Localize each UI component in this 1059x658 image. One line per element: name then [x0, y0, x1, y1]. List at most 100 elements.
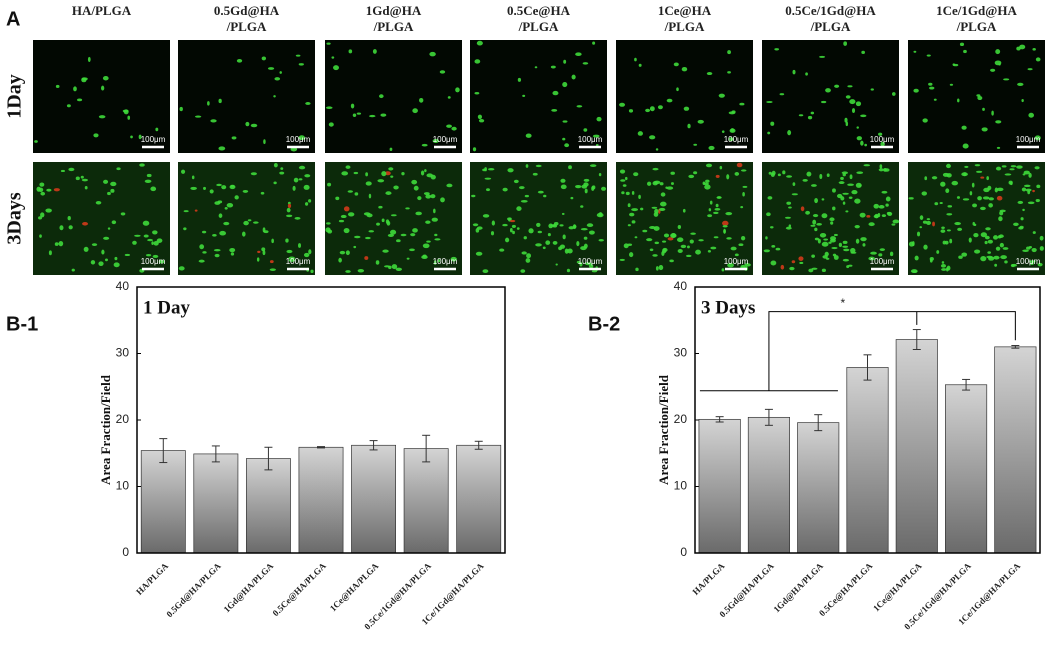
cell: [40, 212, 45, 218]
cell: [921, 191, 928, 196]
cell: [586, 223, 594, 228]
cell: [595, 144, 599, 147]
cell: [819, 55, 826, 58]
cell: [562, 81, 568, 88]
cell: [194, 209, 198, 212]
cell: [620, 179, 626, 182]
cell: [269, 268, 276, 271]
cell: [559, 244, 566, 249]
cell: [151, 241, 154, 245]
cell: [38, 187, 44, 192]
cell: [183, 227, 187, 231]
cell: [522, 94, 526, 98]
cell: [939, 201, 943, 205]
cell: [1027, 201, 1035, 205]
cell: [525, 133, 532, 138]
cell: [936, 250, 940, 254]
y-tick-label: 30: [116, 346, 130, 360]
y-axis-label: Area Fraction/Field: [656, 374, 671, 485]
cell: [183, 210, 189, 213]
cell: [984, 240, 988, 245]
cell: [223, 221, 230, 226]
cell: [425, 194, 432, 199]
cell: [451, 126, 457, 131]
cell: [649, 106, 655, 112]
cell: [340, 214, 347, 219]
cell: [879, 164, 883, 169]
cell: [391, 264, 398, 270]
cell: [844, 117, 848, 123]
cell: [48, 250, 52, 256]
scale-bar-label: 100μm: [1016, 257, 1041, 266]
cell: [477, 114, 483, 120]
cell: [980, 256, 987, 262]
y-tick-label: 40: [116, 279, 130, 293]
cell: [864, 143, 868, 147]
cell: [1024, 184, 1031, 188]
cell: [567, 248, 573, 254]
cell: [475, 251, 483, 256]
cell: [472, 223, 479, 227]
cell: [181, 169, 186, 174]
plot-frame: [694, 286, 1041, 554]
cell: [331, 56, 335, 59]
cell: [110, 181, 117, 187]
cell: [933, 98, 937, 101]
error-bar: [317, 446, 325, 449]
cell: [217, 200, 223, 204]
bar: [747, 416, 790, 554]
cell: [524, 194, 529, 198]
cell: [808, 268, 814, 273]
cell: [817, 238, 821, 244]
cell: [486, 188, 491, 192]
cell: [90, 260, 96, 265]
cell: [455, 87, 460, 93]
cell: [341, 171, 349, 176]
cell: [212, 233, 217, 237]
y-tick-label: 40: [674, 279, 688, 293]
cell: [685, 254, 692, 258]
cell: [207, 101, 210, 106]
cell: [1030, 261, 1034, 265]
cell: [304, 174, 311, 178]
cell: [812, 219, 817, 225]
cell: [919, 226, 923, 229]
cell: [934, 202, 939, 206]
cell: [957, 98, 960, 103]
cell: [998, 216, 1003, 222]
cell: [103, 236, 110, 240]
cell: [845, 121, 849, 127]
cell: [931, 176, 938, 180]
cell: [550, 65, 556, 69]
cell: [856, 136, 862, 141]
cell: [488, 168, 495, 171]
cell: [354, 192, 359, 196]
bar: [456, 444, 502, 554]
cell: [146, 173, 152, 178]
cell: [279, 171, 285, 175]
cell: [83, 246, 89, 252]
cell: [1002, 247, 1009, 250]
cell: [107, 191, 111, 196]
cell: [830, 238, 836, 243]
cell: [294, 216, 301, 220]
cell: [826, 173, 830, 178]
cell: [780, 264, 785, 270]
cell: [490, 231, 495, 236]
cell: [856, 126, 859, 129]
cell: [274, 77, 281, 81]
cell: [810, 111, 815, 115]
cell: [304, 202, 309, 206]
cell: [295, 54, 301, 57]
cell: [507, 168, 514, 173]
cell: [1013, 222, 1019, 227]
bar: [140, 450, 186, 554]
cell: [520, 199, 528, 203]
cell: [365, 172, 369, 177]
cell: [842, 192, 849, 195]
cell: [726, 174, 730, 180]
cell: [1019, 44, 1026, 50]
cell: [661, 251, 665, 256]
cell: [113, 262, 120, 268]
cell: [625, 191, 630, 196]
